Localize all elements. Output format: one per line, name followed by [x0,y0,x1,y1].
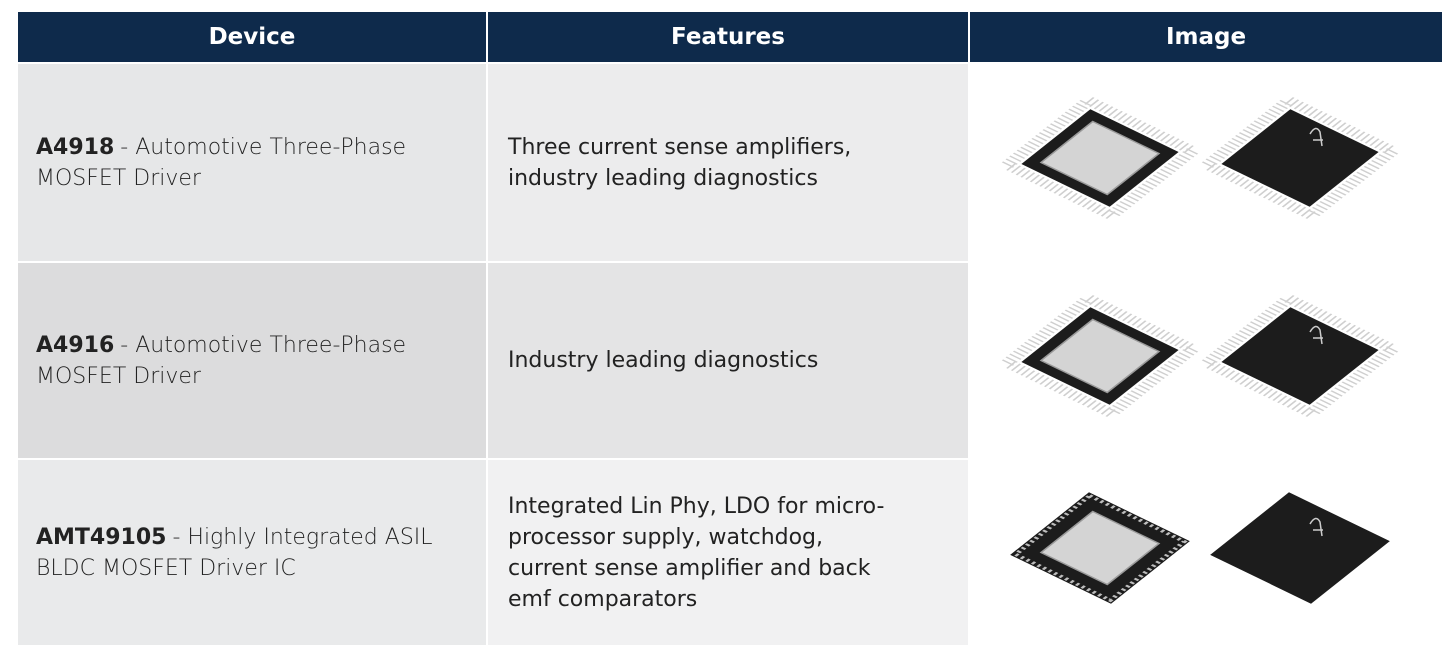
die-pad [1039,120,1161,196]
description: - Automotive Three-Phase MOSFET Driver [36,332,407,389]
body [1221,109,1379,207]
row: A4916- Automotive Three-Phase MOSFET Dri… [18,263,1442,458]
image-cell [970,64,1442,261]
device-cell: A4918- Automotive Three-Phase MOSFET Dri… [18,64,486,261]
header-cell: Image [970,12,1442,62]
chip [997,292,1203,420]
pins [1197,292,1403,420]
logo [1309,517,1323,537]
chip [997,94,1203,222]
image-cell [970,263,1442,458]
features-cell: Integrated Lin Phy, LDO for micro-proces… [488,460,968,645]
page: Device Features Image A4918- Automotive … [18,12,1442,645]
image-cell [970,460,1442,645]
chip [1010,492,1190,604]
header-cell: Device [18,12,486,62]
part-number: A4918 [36,134,115,160]
chip-image [997,292,1403,420]
pins [1197,94,1403,222]
die-pad [1039,318,1161,394]
device-cell: A4916- Automotive Three-Phase MOSFET Dri… [18,263,486,458]
header-cell: Features [488,12,968,62]
header-row: Device Features Image [18,12,1442,62]
device-cell: AMT49105- Highly Integrated ASIL BLDC MO… [18,460,486,645]
chip [1210,492,1390,604]
pins [997,94,1203,222]
pins [997,292,1203,420]
logo [1309,127,1323,147]
chip [1197,292,1403,420]
row: A4918- Automotive Three-Phase MOSFET Dri… [18,64,1442,261]
logo [1309,325,1323,345]
body [1221,307,1379,405]
device-table: Device Features Image A4918- Automotive … [16,10,1444,647]
chip [1197,94,1403,222]
body [1210,492,1390,604]
features-cell: Three current sense amplifiers, industry… [488,64,968,261]
features-cell: Industry leading diagnostics [488,263,968,458]
chip-image [1010,492,1390,604]
die-pad [1039,510,1161,586]
row: AMT49105- Highly Integrated ASIL BLDC MO… [18,460,1442,645]
part-number: AMT49105 [36,524,167,550]
chip-image [997,94,1403,222]
part-number: A4916 [36,332,115,358]
description: - Automotive Three-Phase MOSFET Driver [36,134,407,191]
description: - Highly Integrated ASIL BLDC MOSFET Dri… [36,524,433,581]
